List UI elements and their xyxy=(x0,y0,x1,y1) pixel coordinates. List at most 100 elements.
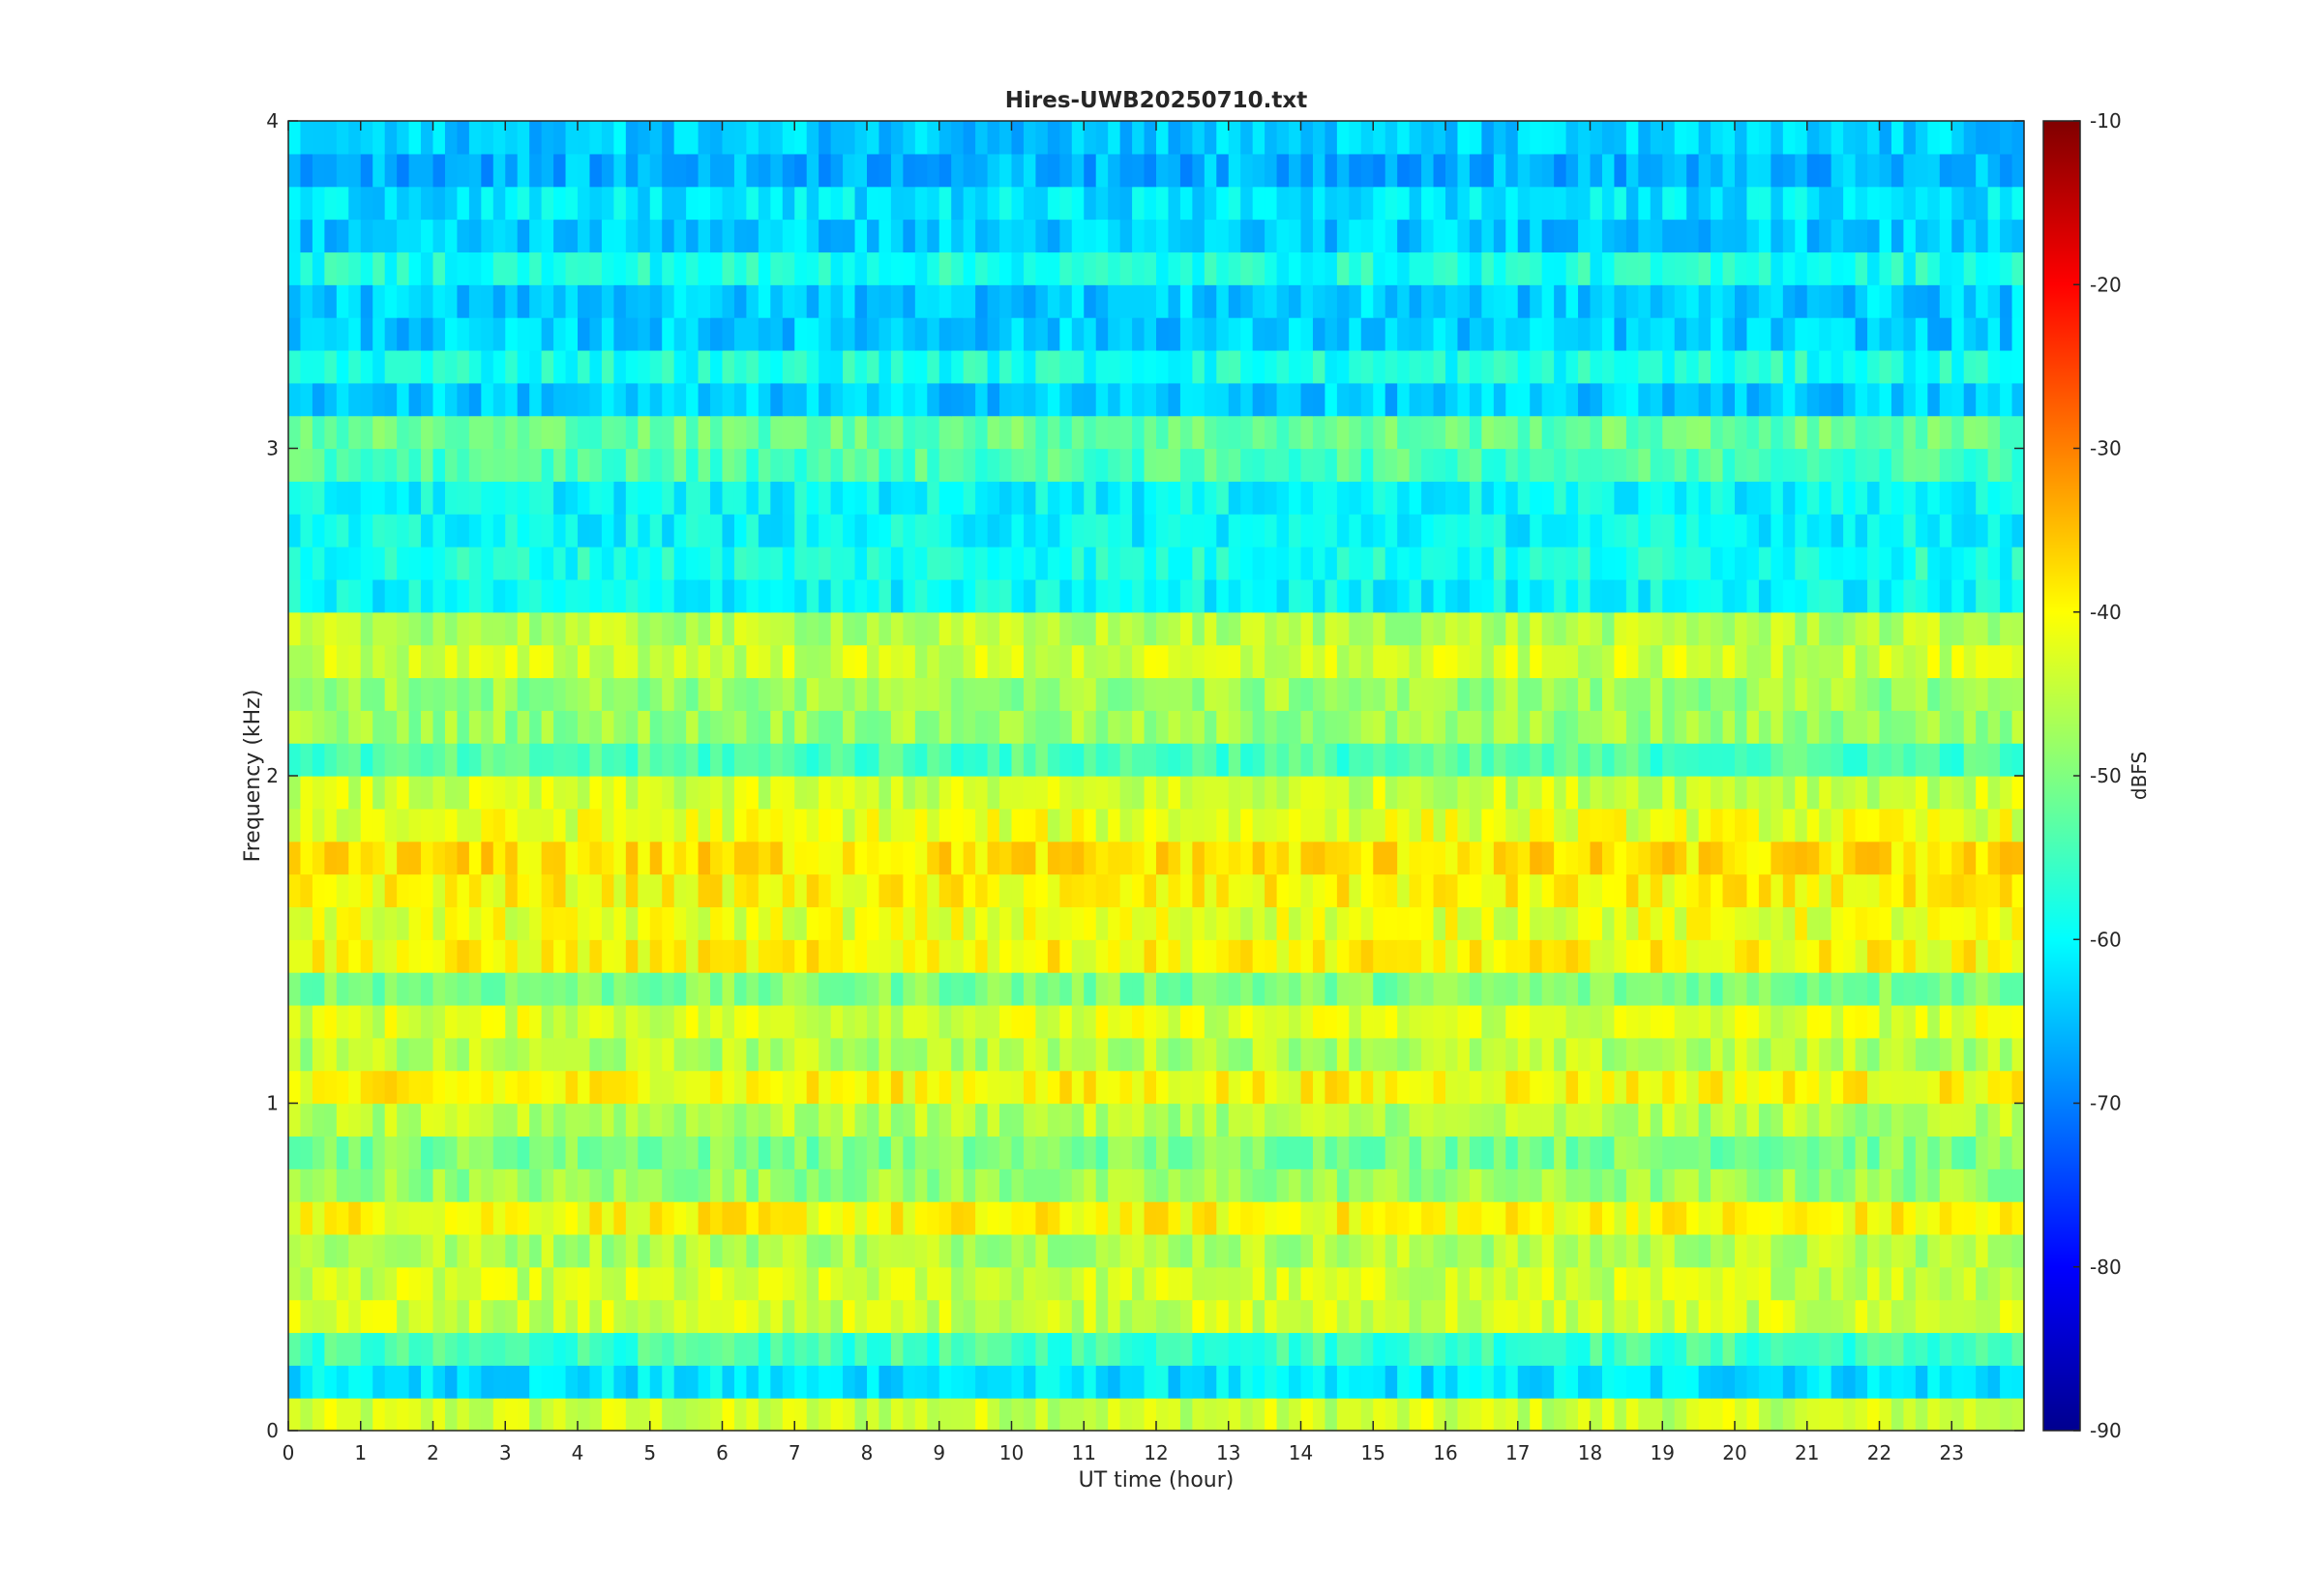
heatmap-cell xyxy=(1590,578,1603,613)
heatmap-cell xyxy=(1216,547,1230,580)
heatmap-cell xyxy=(1554,481,1567,515)
heatmap-cell xyxy=(1216,382,1230,417)
heatmap-cell xyxy=(1806,677,1820,711)
heatmap-cell xyxy=(1289,547,1302,580)
heatmap-cell xyxy=(336,514,349,547)
heatmap-cell xyxy=(938,972,952,1006)
heatmap-cell xyxy=(1240,710,1254,744)
heatmap-cell xyxy=(806,317,819,351)
heatmap-cell xyxy=(578,611,591,646)
heatmap-cell xyxy=(951,415,965,450)
heatmap-cell xyxy=(1349,1037,1362,1072)
heatmap-cell xyxy=(1409,1103,1422,1137)
heatmap-cell xyxy=(733,547,748,580)
heatmap-cell xyxy=(1084,1168,1097,1202)
heatmap-cell xyxy=(1084,514,1097,547)
heatmap-cell xyxy=(1771,1103,1784,1137)
heatmap-cell xyxy=(938,743,952,777)
heatmap-cell xyxy=(1312,481,1326,515)
heatmap-cell xyxy=(867,1037,880,1072)
heatmap-cell xyxy=(1951,841,1965,875)
heatmap-cell xyxy=(348,644,362,679)
heatmap-cell xyxy=(1976,1233,1989,1268)
heatmap-cell xyxy=(830,1103,844,1137)
heatmap-cell xyxy=(312,1168,325,1202)
heatmap-cell xyxy=(843,1004,856,1039)
heatmap-cell xyxy=(1505,1136,1519,1169)
heatmap-cell xyxy=(1325,1136,1338,1169)
heatmap-cell xyxy=(1204,284,1217,318)
heatmap-cell xyxy=(1746,1201,1760,1235)
heatmap-cell xyxy=(1517,939,1531,973)
heatmap-cell xyxy=(1771,808,1784,842)
heatmap-cell xyxy=(746,841,759,875)
heatmap-cell xyxy=(541,1233,554,1268)
heatmap-cell xyxy=(2000,349,2013,384)
heatmap-cell xyxy=(505,776,519,810)
heatmap-cell xyxy=(565,1136,579,1169)
heatmap-cell xyxy=(1384,1168,1398,1202)
heatmap-cell xyxy=(1047,1168,1060,1202)
heatmap-cell xyxy=(517,1233,530,1268)
heatmap-cell xyxy=(1554,1168,1567,1202)
heatmap-cell xyxy=(1059,808,1073,842)
heatmap-cell xyxy=(843,1365,856,1399)
heatmap-cell xyxy=(951,1136,965,1169)
heatmap-cell xyxy=(1373,1103,1386,1137)
heatmap-cell xyxy=(1276,1168,1290,1202)
heatmap-cell xyxy=(1047,1233,1060,1268)
heatmap-cell xyxy=(432,1266,446,1301)
heatmap-cell xyxy=(1698,611,1712,646)
heatmap-cell xyxy=(578,743,591,777)
heatmap-cell xyxy=(830,677,844,711)
heatmap-cell xyxy=(662,1037,675,1072)
heatmap-cell xyxy=(746,644,759,679)
heatmap-cell xyxy=(1144,1365,1157,1399)
heatmap-cell xyxy=(830,317,844,351)
heatmap-cell xyxy=(1457,578,1471,613)
heatmap-cell xyxy=(1240,644,1254,679)
heatmap-cell xyxy=(1023,808,1037,842)
heatmap-cell xyxy=(1565,1332,1579,1366)
heatmap-cell xyxy=(1831,448,1844,482)
heatmap-cell xyxy=(1289,743,1302,777)
heatmap-cell xyxy=(1505,644,1519,679)
heatmap-cell xyxy=(1360,284,1374,318)
heatmap-cell xyxy=(1156,349,1170,384)
heatmap-cell xyxy=(843,1037,856,1072)
heatmap-cell xyxy=(1481,349,1495,384)
heatmap-cell xyxy=(1144,1233,1157,1268)
heatmap-cell xyxy=(1481,481,1495,515)
heatmap-cell xyxy=(1276,1103,1290,1137)
heatmap-cell xyxy=(1276,547,1290,580)
heatmap-cell xyxy=(1204,710,1217,744)
heatmap-cell xyxy=(1530,1233,1543,1268)
heatmap-cell xyxy=(1590,481,1603,515)
heatmap-cell xyxy=(1843,972,1857,1006)
heatmap-cell xyxy=(1650,873,1663,907)
heatmap-cell xyxy=(867,939,880,973)
heatmap-cell xyxy=(1554,939,1567,973)
heatmap-cell xyxy=(1409,1037,1422,1072)
heatmap-cell xyxy=(903,448,916,482)
heatmap-cell xyxy=(1614,743,1627,777)
heatmap-cell xyxy=(867,1103,880,1137)
heatmap-cell xyxy=(1409,939,1422,973)
heatmap-cell xyxy=(300,1233,313,1268)
heatmap-cell xyxy=(1614,873,1627,907)
heatmap-cell xyxy=(698,1201,711,1235)
heatmap-cell xyxy=(1879,776,1892,810)
heatmap-cell xyxy=(468,578,482,613)
heatmap-cell xyxy=(999,415,1013,450)
heatmap-cell xyxy=(1987,972,2001,1006)
heatmap-cell xyxy=(1204,481,1217,515)
heatmap-cell xyxy=(733,1004,748,1039)
heatmap-cell xyxy=(746,1168,759,1202)
heatmap-cell xyxy=(1517,1136,1531,1169)
heatmap-cell xyxy=(1565,578,1579,613)
heatmap-cell xyxy=(1601,1136,1616,1169)
heatmap-cell xyxy=(951,284,965,318)
heatmap-cell xyxy=(1505,906,1519,940)
heatmap-cell xyxy=(819,776,832,810)
heatmap-cell xyxy=(1047,349,1060,384)
